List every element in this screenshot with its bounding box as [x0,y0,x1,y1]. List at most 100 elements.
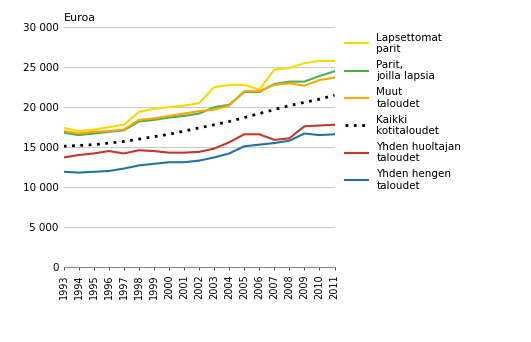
Yhden huoltajan
taloudet [331,123,338,127]
Yhden hengen
taloudet [331,132,338,136]
Yhden huoltajan
taloudet [61,155,67,159]
Yhden hengen
taloudet [256,143,262,147]
Muut
taloudet [241,89,247,93]
Yhden hengen
taloudet [121,167,127,171]
Parit,
joilla lapsia [136,119,142,123]
Muut
taloudet [286,81,293,85]
Parit,
joilla lapsia [91,131,97,135]
Yhden huoltajan
taloudet [286,136,293,140]
Kaikki
kotitaloudet [166,132,172,136]
Muut
taloudet [331,76,338,80]
Kaikki
kotitaloudet [106,141,112,145]
Kaikki
kotitaloudet [256,111,262,116]
Parit,
joilla lapsia [301,80,307,84]
Yhden hengen
taloudet [61,170,67,174]
Yhden huoltajan
taloudet [121,152,127,156]
Parit,
joilla lapsia [181,114,187,118]
Lapsettomat
parit [316,59,323,63]
Muut
taloudet [316,78,323,82]
Yhden huoltajan
taloudet [301,124,307,128]
Line: Yhden huoltajan
taloudet: Yhden huoltajan taloudet [64,125,335,157]
Lapsettomat
parit [61,126,67,130]
Muut
taloudet [271,83,278,87]
Muut
taloudet [211,107,217,111]
Lapsettomat
parit [166,105,172,109]
Lapsettomat
parit [331,59,338,63]
Parit,
joilla lapsia [106,130,112,134]
Muut
taloudet [151,116,157,120]
Parit,
joilla lapsia [151,118,157,122]
Yhden hengen
taloudet [301,131,307,135]
Lapsettomat
parit [196,101,202,105]
Parit,
joilla lapsia [241,90,247,94]
Yhden hengen
taloudet [75,171,82,175]
Yhden hengen
taloudet [136,163,142,168]
Lapsettomat
parit [91,128,97,132]
Muut
taloudet [121,128,127,132]
Kaikki
kotitaloudet [151,135,157,139]
Line: Muut
taloudet: Muut taloudet [64,78,335,133]
Lapsettomat
parit [241,83,247,87]
Lapsettomat
parit [301,61,307,65]
Yhden huoltajan
taloudet [181,150,187,155]
Lapsettomat
parit [106,125,112,129]
Yhden huoltajan
taloudet [256,132,262,136]
Kaikki
kotitaloudet [196,126,202,130]
Lapsettomat
parit [136,110,142,114]
Yhden huoltajan
taloudet [316,123,323,128]
Yhden hengen
taloudet [196,159,202,163]
Yhden huoltajan
taloudet [211,147,217,151]
Kaikki
kotitaloudet [75,143,82,147]
Parit,
joilla lapsia [211,105,217,109]
Muut
taloudet [196,109,202,113]
Lapsettomat
parit [211,85,217,89]
Lapsettomat
parit [151,107,157,111]
Lapsettomat
parit [121,123,127,127]
Parit,
joilla lapsia [196,111,202,116]
Kaikki
kotitaloudet [211,123,217,127]
Yhden hengen
taloudet [226,152,233,156]
Parit,
joilla lapsia [61,131,67,135]
Kaikki
kotitaloudet [121,140,127,144]
Yhden hengen
taloudet [211,155,217,159]
Line: Kaikki
kotitaloudet: Kaikki kotitaloudet [64,95,335,146]
Parit,
joilla lapsia [226,103,233,107]
Muut
taloudet [106,129,112,133]
Line: Lapsettomat
parit: Lapsettomat parit [64,61,335,131]
Kaikki
kotitaloudet [61,144,67,148]
Parit,
joilla lapsia [256,90,262,94]
Yhden huoltajan
taloudet [151,149,157,153]
Kaikki
kotitaloudet [241,116,247,120]
Yhden hengen
taloudet [106,169,112,173]
Yhden huoltajan
taloudet [106,149,112,153]
Yhden huoltajan
taloudet [91,152,97,156]
Line: Parit,
joilla lapsia: Parit, joilla lapsia [64,71,335,135]
Kaikki
kotitaloudet [286,104,293,108]
Muut
taloudet [91,130,97,134]
Yhden hengen
taloudet [151,162,157,166]
Yhden hengen
taloudet [166,160,172,164]
Yhden huoltajan
taloudet [226,140,233,144]
Parit,
joilla lapsia [331,69,338,73]
Lapsettomat
parit [286,66,293,70]
Parit,
joilla lapsia [286,80,293,84]
Yhden huoltajan
taloudet [271,138,278,142]
Lapsettomat
parit [271,68,278,72]
Muut
taloudet [166,114,172,118]
Text: Euroa: Euroa [64,13,96,23]
Muut
taloudet [256,89,262,93]
Yhden huoltajan
taloudet [166,150,172,155]
Kaikki
kotitaloudet [91,143,97,147]
Muut
taloudet [136,118,142,122]
Muut
taloudet [301,83,307,88]
Muut
taloudet [61,129,67,133]
Legend: Lapsettomat
parit, Parit,
joilla lapsia, Muut
taloudet, Kaikki
kotitaloudet, Yhd: Lapsettomat parit, Parit, joilla lapsia,… [345,32,461,191]
Yhden huoltajan
taloudet [75,153,82,157]
Yhden huoltajan
taloudet [241,132,247,136]
Yhden hengen
taloudet [286,139,293,143]
Yhden huoltajan
taloudet [196,150,202,154]
Yhden hengen
taloudet [181,160,187,164]
Muut
taloudet [181,111,187,116]
Lapsettomat
parit [256,88,262,92]
Kaikki
kotitaloudet [331,93,338,97]
